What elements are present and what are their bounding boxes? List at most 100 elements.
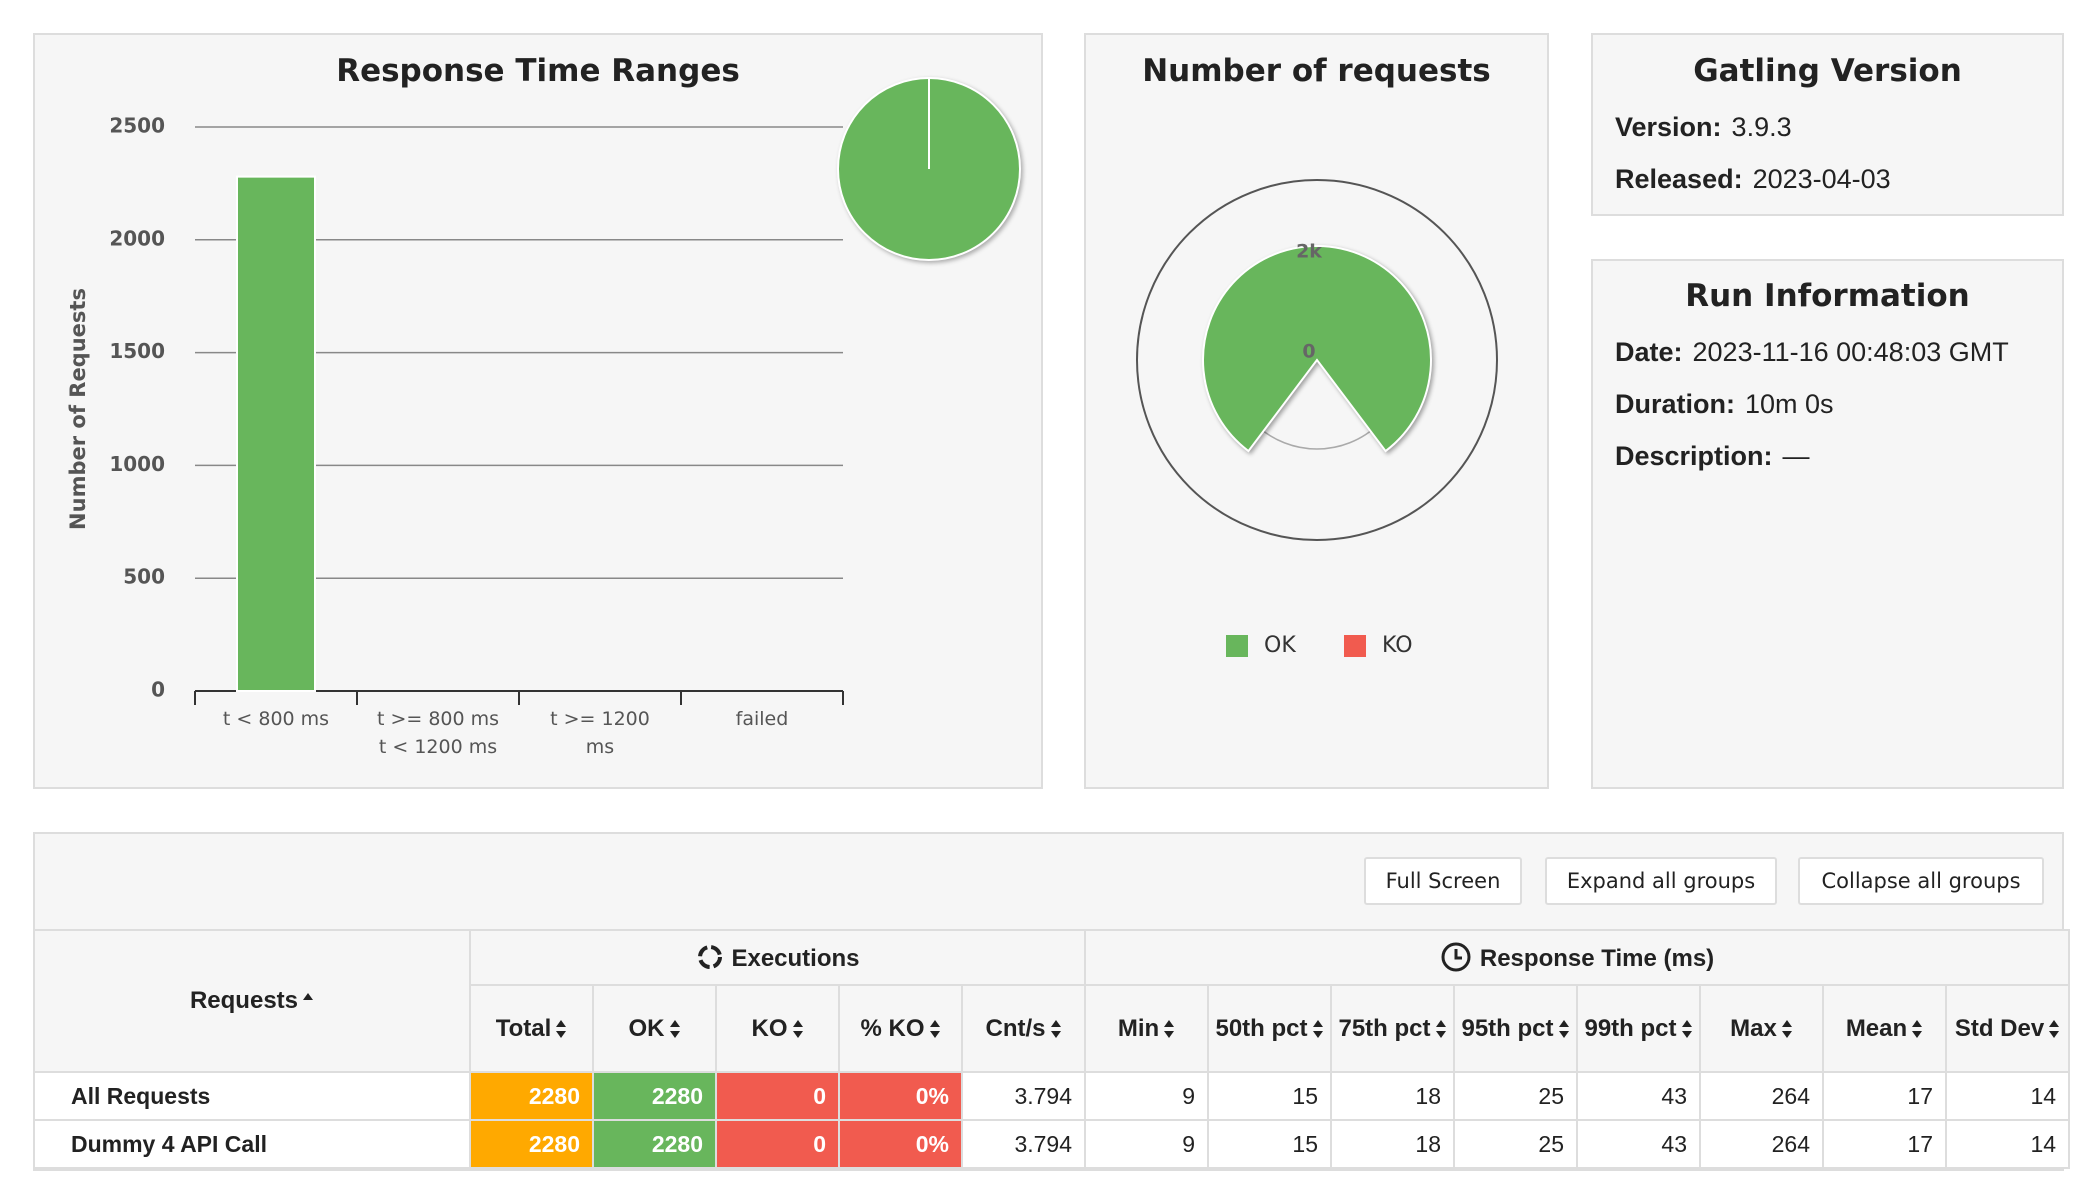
bar-chart: Number of Requests 0 500 1000 1500 2000 2500 <box>66 77 1021 705</box>
cell: 43 <box>1576 1119 1701 1169</box>
header-text: Std Dev <box>1954 1014 2045 1042</box>
group-icon <box>698 944 723 969</box>
request-name: All Requests <box>33 1071 471 1121</box>
column-header[interactable]: Cnt/s <box>961 984 1086 1073</box>
x-tick-label: t >= 800 ms t < 1200 ms <box>376 708 500 758</box>
info-label: Date: <box>1615 337 1683 367</box>
sort-icon <box>302 992 314 1012</box>
x-tick-label: failed <box>735 708 789 730</box>
info-row: Released: 2023-04-03 <box>1615 164 1891 195</box>
column-header[interactable]: 75th pct <box>1330 984 1455 1073</box>
cell: 25 <box>1453 1119 1578 1169</box>
info-label: Released: <box>1615 164 1743 194</box>
button[interactable]: Full Screen <box>1364 857 1522 905</box>
sort-icon <box>1050 1019 1062 1039</box>
sort-icon <box>2048 1019 2060 1039</box>
cell: 3.794 <box>961 1119 1086 1169</box>
data-row: All Requests 2280 2280 0 0% 3.794 9 15 18 25 43 264… <box>33 1071 2071 1121</box>
legend-swatch <box>1226 635 1248 657</box>
cell: 9 <box>1084 1119 1209 1169</box>
group-header: Response Time (ms) <box>1083 929 2071 986</box>
request-name: Dummy 4 API Call <box>33 1119 471 1169</box>
polar-chart: OK KO 0 2k <box>1136 179 1498 658</box>
cell: 264 <box>1699 1071 1824 1121</box>
cell: 264 <box>1699 1119 1824 1169</box>
column-header[interactable]: Std Dev <box>1944 984 2071 1073</box>
cell: 2280 <box>592 1119 717 1169</box>
run-panel: Run Information Date: 2023-11-16 00:48:03… <box>1591 259 2064 789</box>
header-row: Requests Executions Response Time (ms) <box>33 929 2071 1073</box>
cell: 9 <box>1084 1071 1209 1121</box>
requests-header[interactable]: Requests <box>33 929 471 1073</box>
data-row: Dummy 4 API Call 2280 2280 0 0% 3.794 9 15 18 25 4… <box>33 1119 2071 1169</box>
sort-icon <box>1781 1019 1793 1039</box>
button[interactable]: Collapse all groups <box>1798 857 2044 905</box>
header-text: % KO <box>860 1014 925 1042</box>
info-row: Description: — <box>1615 441 1810 472</box>
cell: 14 <box>1944 1119 2071 1169</box>
column-header[interactable]: 95th pct <box>1453 984 1578 1073</box>
info-label: Duration: <box>1615 389 1735 419</box>
legend-swatch <box>1344 635 1366 657</box>
x-tick-label: t >= 1200 ms <box>550 708 650 758</box>
stats-table: Requests Executions Response Time (ms) Tota… <box>33 929 2071 1169</box>
y-tick-label: 2500 <box>109 114 165 138</box>
requests-panel: Number of requests OK KO 0 2k <box>1084 33 1549 789</box>
chart-title: Response Time Ranges <box>336 53 740 89</box>
panel-title: Run Information <box>1685 278 1970 314</box>
info-value: 3.9.3 <box>1731 112 1792 142</box>
header-text: Response Time (ms) <box>1479 945 1715 972</box>
info-row: Version: 3.9.3 <box>1615 112 1792 143</box>
info-label: Description: <box>1615 441 1773 471</box>
header-text: Executions <box>731 944 860 972</box>
column-header[interactable]: KO <box>715 984 840 1073</box>
cell: 3.794 <box>961 1071 1086 1121</box>
legend-label[interactable]: OK <box>1264 633 1296 658</box>
y-tick-label: 1000 <box>109 452 165 476</box>
column-header[interactable]: Mean <box>1822 984 1947 1073</box>
chart-title: Number of requests <box>1142 53 1491 89</box>
sort-icon <box>1911 1019 1923 1039</box>
gatling-panel: Gatling Version Version: 3.9.3 Released: 20… <box>1591 33 2064 216</box>
y-tick-label: 500 <box>123 565 165 589</box>
group-header: Executions <box>469 929 1086 986</box>
cell: 25 <box>1453 1071 1578 1121</box>
y-tick-label: 1500 <box>109 339 165 363</box>
bar <box>236 175 316 692</box>
cell: 17 <box>1822 1119 1947 1169</box>
column-header[interactable]: % KO <box>838 984 963 1073</box>
header-text: Mean <box>1845 1014 1908 1042</box>
info-row: Date: 2023-11-16 00:48:03 GMT <box>1615 337 2009 368</box>
info-value: 2023-11-16 00:48:03 GMT <box>1692 337 2009 367</box>
sort-icon <box>929 1019 941 1039</box>
column-header[interactable]: Min <box>1084 984 1209 1073</box>
cell: 43 <box>1576 1071 1701 1121</box>
cell: 2280 <box>469 1071 594 1121</box>
header-text: OK <box>628 1014 665 1042</box>
cell: 2280 <box>592 1071 717 1121</box>
sort-icon <box>792 1019 804 1039</box>
column-header[interactable]: 99th pct <box>1576 984 1701 1073</box>
header-text: 50th pct <box>1215 1014 1308 1042</box>
column-header[interactable]: Max <box>1699 984 1824 1073</box>
cell: 15 <box>1207 1119 1332 1169</box>
button[interactable]: Expand all groups <box>1545 857 1777 905</box>
r-tick-label: 0 <box>1302 341 1315 363</box>
cell: 18 <box>1330 1119 1455 1169</box>
info-value: 2023-04-03 <box>1752 164 1891 194</box>
cell: 15 <box>1207 1071 1332 1121</box>
cell: 17 <box>1822 1071 1947 1121</box>
sort-icon <box>1558 1019 1570 1039</box>
cell: 0% <box>838 1119 963 1169</box>
cell: 0 <box>715 1119 840 1169</box>
cell: 18 <box>1330 1071 1455 1121</box>
response-time-panel: Response Time Ranges Number of Requests 0… <box>33 33 1043 789</box>
column-header[interactable]: 50th pct <box>1207 984 1332 1073</box>
column-header[interactable]: Total <box>469 984 594 1073</box>
legend-label[interactable]: KO <box>1382 633 1413 658</box>
column-header[interactable]: OK <box>592 984 717 1073</box>
y-axis-label: Number of Requests <box>66 288 90 530</box>
header-text: KO <box>751 1014 788 1042</box>
x-tick-label: t < 800 ms <box>222 708 330 730</box>
